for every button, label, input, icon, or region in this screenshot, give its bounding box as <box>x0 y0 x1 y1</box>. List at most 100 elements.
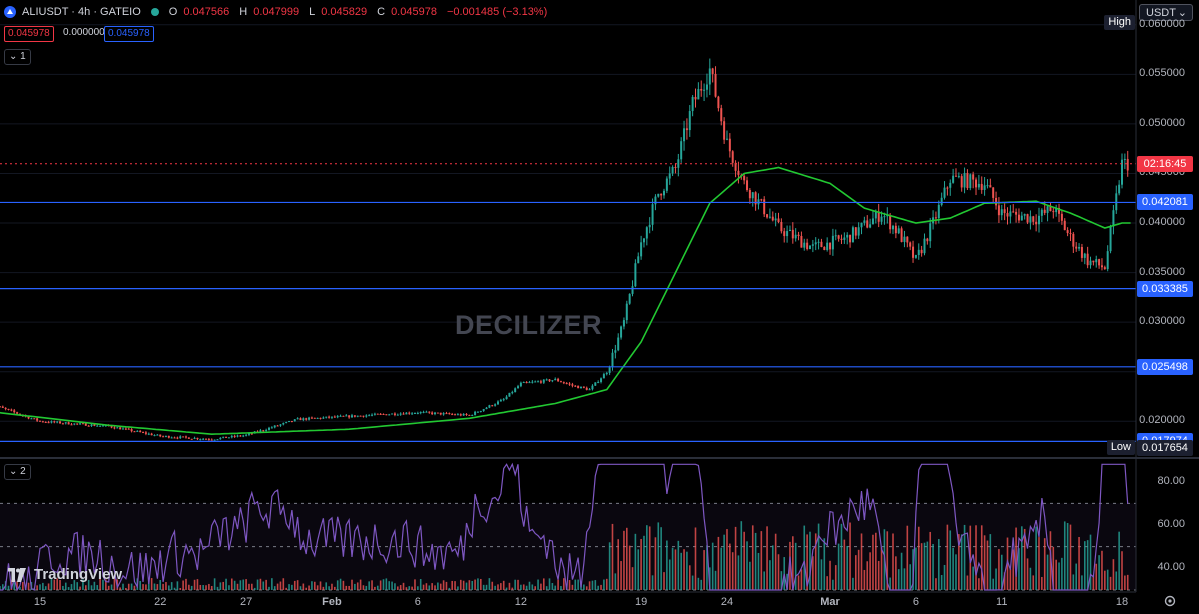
candle-body <box>766 214 769 218</box>
candle-body <box>866 220 869 228</box>
volume-bar <box>972 566 974 590</box>
candle-body <box>551 380 554 382</box>
low-price-tag: 0.017654 <box>1137 440 1193 456</box>
volume-bar <box>276 583 279 590</box>
volume-bar <box>789 541 791 590</box>
candle-body <box>190 438 193 440</box>
volume-bar <box>402 582 405 590</box>
candle-body <box>150 433 153 436</box>
volume-bar <box>1115 571 1118 590</box>
candle-body <box>38 420 42 422</box>
volume-bar <box>754 532 757 590</box>
volume-bar <box>978 578 980 590</box>
candle-body <box>625 303 628 321</box>
candle-body <box>966 173 969 189</box>
volume-bar <box>471 580 474 590</box>
candle-body <box>791 229 794 239</box>
candle-body <box>877 211 880 222</box>
low-marker: Low <box>1106 440 1135 455</box>
volume-bar <box>90 585 93 590</box>
candle-body <box>262 430 265 432</box>
volume-bar <box>960 534 963 590</box>
volume-bar <box>1078 537 1080 590</box>
volume-bar <box>47 583 50 590</box>
candle-body <box>1080 247 1083 258</box>
candle-body <box>170 437 173 439</box>
volume-bar <box>113 578 116 590</box>
volume-bar <box>603 579 605 590</box>
candle-body <box>528 382 531 384</box>
high-value: 0.047999 <box>253 6 300 18</box>
volume-bar <box>892 533 894 590</box>
volume-bar <box>583 584 585 590</box>
candle-body <box>459 414 462 416</box>
candle-body <box>883 216 886 218</box>
candle-body <box>242 435 245 437</box>
main-pane-toggle[interactable]: ⌄ 1 <box>4 49 31 65</box>
volume-bar <box>906 525 909 590</box>
candle-body <box>216 439 219 441</box>
settings-gear-icon[interactable] <box>1163 594 1177 608</box>
spread-value: 0.000000 <box>63 27 105 38</box>
candle-body <box>359 415 362 417</box>
candle-body <box>1089 260 1092 266</box>
candle-body <box>193 437 196 439</box>
candle-body <box>1078 247 1081 249</box>
volume-bar <box>459 579 462 590</box>
volume-bar <box>474 579 476 590</box>
volume-bar <box>262 581 265 590</box>
candle-body <box>834 235 837 237</box>
candle-body <box>731 151 734 163</box>
candle-body <box>1126 158 1129 171</box>
volume-bar <box>857 549 860 590</box>
volume-bar <box>889 577 891 590</box>
volume-bar <box>686 551 688 590</box>
candle-body <box>502 399 505 401</box>
volume-bar <box>640 538 642 590</box>
candle-body <box>823 246 826 251</box>
candle-body <box>133 431 136 433</box>
candle-body <box>640 242 643 257</box>
volume-bar <box>983 535 986 590</box>
volume-bar <box>70 584 73 590</box>
volume-bar <box>660 527 662 590</box>
candle-body <box>954 175 957 177</box>
volume-bar <box>397 586 399 590</box>
candle-body <box>892 225 895 230</box>
volume-bar <box>740 521 743 590</box>
volume-bar <box>210 586 213 590</box>
volume-bar <box>800 569 803 590</box>
currency-dropdown[interactable]: USDT ⌄ <box>1139 4 1193 21</box>
candle-body <box>628 293 631 304</box>
buy-price-pill[interactable]: 0.045978 <box>104 26 154 42</box>
candle-body <box>665 178 668 191</box>
chevron-down-icon: ⌄ <box>1177 7 1187 19</box>
volume-bar <box>1112 559 1115 590</box>
symbol-legend[interactable]: ALIUSDT · 4h · GATEIO O 0.047566 H 0.04799… <box>4 4 551 20</box>
volume-bar <box>648 526 651 590</box>
candle-body <box>963 173 966 188</box>
candle-body <box>436 412 439 414</box>
sell-price-pill[interactable]: 0.045978 <box>4 26 54 42</box>
volume-bar <box>336 580 339 590</box>
volume-bar <box>339 578 342 590</box>
time-axis-label: 15 <box>33 596 47 608</box>
volume-bar <box>729 543 731 590</box>
volume-bar <box>428 585 431 590</box>
candle-body <box>0 406 1 408</box>
volume-bar <box>431 583 433 590</box>
candle-body <box>136 430 139 432</box>
candle-body <box>685 128 688 131</box>
volume-bar <box>193 579 196 590</box>
candle-body <box>605 372 608 375</box>
candle-body <box>87 425 90 427</box>
volume-bar <box>657 522 660 590</box>
volume-bar <box>863 569 866 590</box>
candle-body <box>989 185 992 188</box>
candle-body <box>808 245 811 250</box>
rsi-pane-toggle[interactable]: ⌄ 2 <box>4 464 31 480</box>
volume-bar <box>159 580 162 590</box>
volume-bar <box>376 585 379 590</box>
candle-body <box>697 88 700 100</box>
